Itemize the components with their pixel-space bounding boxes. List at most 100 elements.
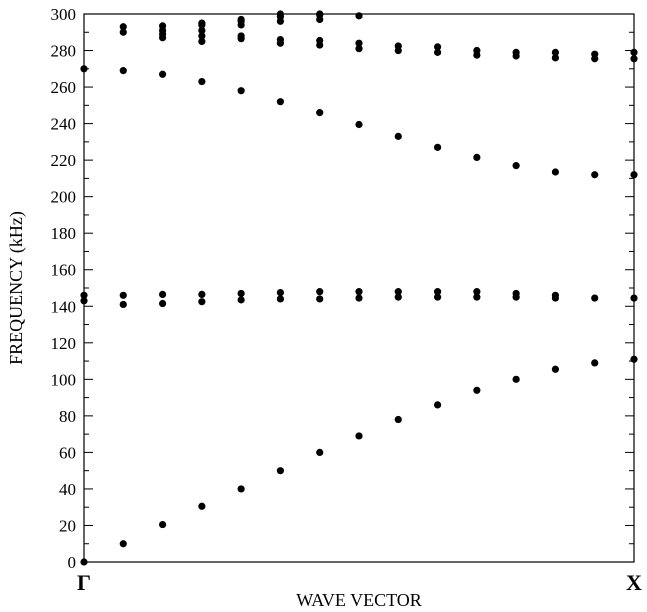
x-tick-label-gamma: Γ <box>77 570 91 595</box>
data-point-s1-8 <box>355 432 363 440</box>
data-point-s4-2 <box>119 67 127 75</box>
data-point-s3-9 <box>394 288 402 296</box>
data-point-s4-9 <box>394 132 402 140</box>
data-point-s2-4 <box>198 298 206 306</box>
y-tick-label-80: 80 <box>59 407 76 426</box>
data-point-s2-5 <box>237 296 245 304</box>
data-point-s1-3 <box>158 520 167 529</box>
data-point-s4-6 <box>276 98 285 106</box>
data-point-s1-14 <box>591 359 599 367</box>
y-tick-label-60: 60 <box>59 443 76 462</box>
data-point-s2-8 <box>355 294 363 302</box>
data-point-s1-2 <box>119 540 127 548</box>
data-point-s3-2 <box>119 291 127 299</box>
y-tick-label-40: 40 <box>59 480 76 499</box>
data-point-s3-1 <box>80 291 88 299</box>
y-tick-label-280: 280 <box>51 42 77 61</box>
data-point-s2-2 <box>119 300 127 309</box>
x-axis-title: WAVE VECTOR <box>296 590 422 610</box>
data-point-s6-2 <box>119 23 127 31</box>
data-point-s4-1 <box>80 65 88 73</box>
y-tick-label-140: 140 <box>51 297 77 316</box>
data-point-s3-11 <box>473 288 481 296</box>
data-point-s4-13 <box>551 168 560 176</box>
data-point-s6-7 <box>316 36 324 45</box>
data-point-s9-7 <box>316 10 324 18</box>
data-point-s2-1 <box>80 297 88 305</box>
data-point-s6-13 <box>551 48 560 56</box>
data-point-s9-6 <box>276 10 285 18</box>
data-point-s4-4 <box>198 77 206 86</box>
data-point-s1-9 <box>394 415 402 424</box>
y-tick-label-300: 300 <box>51 5 77 24</box>
y-tick-label-200: 200 <box>51 188 77 207</box>
data-point-s9-4 <box>198 19 206 27</box>
data-point-s9-5 <box>237 15 245 24</box>
y-tick-labels: 0 20 40 60 80 100 120 140 160 180 200 220 240 260 280 3… <box>51 5 77 572</box>
data-point-s6-6 <box>276 35 285 44</box>
data-point-s8-3 <box>158 22 167 30</box>
data-point-s2-6 <box>276 295 285 303</box>
data-point-s3-8 <box>355 288 363 296</box>
data-point-s4-11 <box>473 153 481 161</box>
data-point-s6-4 <box>198 32 206 40</box>
data-point-s7-8 <box>355 12 363 20</box>
data-point-s6-12 <box>512 48 520 56</box>
data-point-s4-7 <box>316 109 324 117</box>
data-point-s6-11 <box>473 46 481 55</box>
data-point-s6-9 <box>394 42 402 50</box>
data-point-s4-14 <box>591 171 599 179</box>
data-point-s1-13 <box>551 365 560 373</box>
x-tick-label-x: X <box>626 570 642 595</box>
y-tick-label-260: 260 <box>51 78 77 97</box>
data-point-s5-4 <box>198 37 206 46</box>
data-point-s2-7 <box>316 295 324 303</box>
data-point-s1-10 <box>433 401 442 409</box>
data-point-s2-9 <box>394 293 402 301</box>
data-point-s5-13 <box>551 54 560 62</box>
data-point-s3-6 <box>276 288 285 297</box>
data-point-s5-8 <box>355 45 363 53</box>
data-point-s2-14 <box>591 294 599 302</box>
data-point-s6-15 <box>630 48 638 56</box>
data-point-s6-10 <box>433 43 442 51</box>
y-tick-label-0: 0 <box>68 553 77 572</box>
data-point-s3-12 <box>512 289 520 298</box>
data-point-s2-3 <box>158 299 167 308</box>
data-point-s3-5 <box>237 289 245 298</box>
data-point-s3-3 <box>158 290 167 298</box>
data-point-s6-14 <box>591 50 599 58</box>
data-point-s4-12 <box>512 162 520 170</box>
y-tick-label-100: 100 <box>51 370 77 389</box>
data-point-s1-1 <box>80 558 88 566</box>
data-point-s3-10 <box>433 288 442 296</box>
y-axis-title: FREQUENCY (kHz) <box>6 211 27 365</box>
data-point-s2-15 <box>630 294 638 302</box>
data-point-s3-4 <box>198 290 206 298</box>
data-point-s5-15 <box>630 55 638 63</box>
tick-marks <box>84 13 634 563</box>
data-point-s2-10 <box>433 293 442 301</box>
data-points <box>80 10 638 566</box>
data-point-s6-5 <box>237 32 245 40</box>
y-tick-label-20: 20 <box>59 516 76 535</box>
y-tick-label-120: 120 <box>51 334 77 353</box>
data-point-s1-11 <box>473 386 481 394</box>
data-point-s1-4 <box>198 502 206 510</box>
data-point-s4-10 <box>433 143 442 151</box>
data-point-s5-2 <box>119 28 127 36</box>
data-point-s4-5 <box>237 87 245 95</box>
plot-frame <box>83 13 635 563</box>
y-tick-label-240: 240 <box>51 115 77 134</box>
data-point-s1-12 <box>512 375 520 383</box>
data-point-s1-5 <box>237 485 245 493</box>
data-point-s2-11 <box>473 293 481 301</box>
data-point-s7-4 <box>198 26 206 35</box>
data-point-s5-10 <box>433 48 442 56</box>
data-point-s1-6 <box>276 467 285 475</box>
data-point-s6-8 <box>355 39 363 47</box>
data-point-s3-7 <box>316 288 324 296</box>
data-point-s4-15 <box>630 171 638 179</box>
data-point-s4-3 <box>158 70 167 78</box>
